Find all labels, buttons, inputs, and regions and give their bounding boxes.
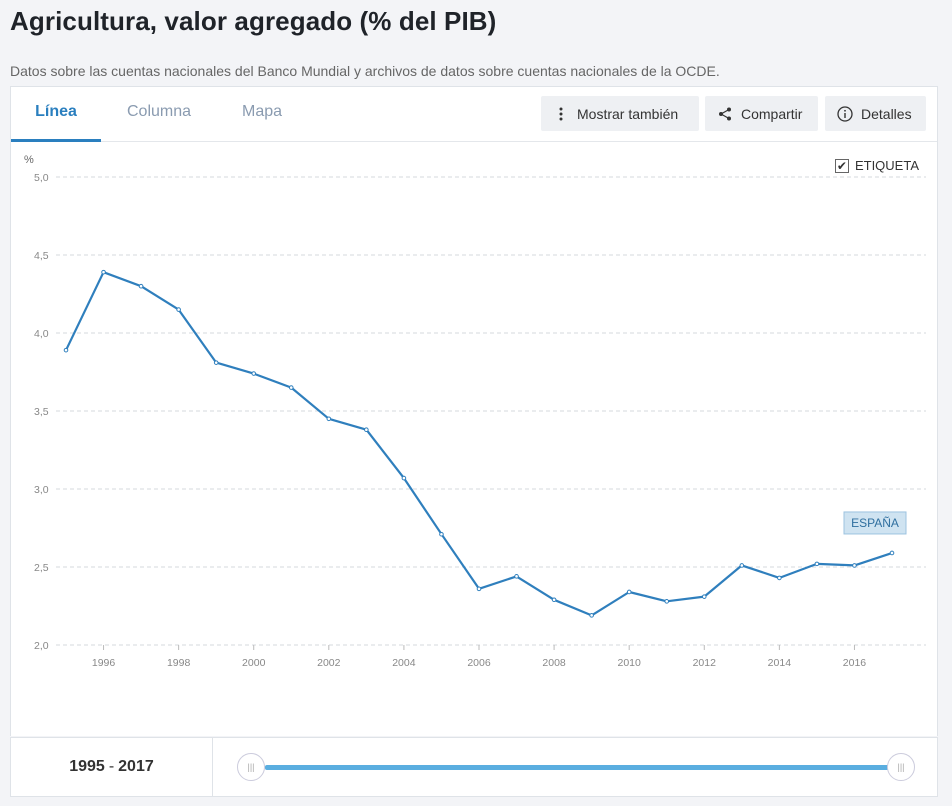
chart-card: Línea Columna Mapa Mostrar también Compa… bbox=[10, 86, 938, 736]
data-point bbox=[814, 561, 820, 567]
data-point bbox=[364, 427, 369, 433]
data-point bbox=[664, 599, 670, 604]
data-point bbox=[777, 575, 782, 581]
range-start-handle[interactable]: ||| bbox=[237, 753, 265, 781]
y-tick-label: 5,0 bbox=[34, 172, 49, 184]
x-tick-label: 1998 bbox=[167, 657, 191, 669]
y-tick-label: 4,0 bbox=[34, 328, 49, 340]
y-axis-unit-label: % bbox=[24, 154, 34, 166]
range-end: 2017 bbox=[118, 758, 154, 775]
data-point bbox=[176, 307, 181, 312]
vertical-dots-icon bbox=[553, 106, 569, 122]
data-point bbox=[701, 594, 707, 599]
line-chart: % 2,0 2,5 3,0 3,5 4,0 4,5 5,0 1996 1998 2000 2002 20… bbox=[24, 154, 926, 669]
x-tick-label: 2000 bbox=[242, 657, 266, 669]
range-start: 1995 bbox=[69, 758, 105, 775]
tab-map[interactable]: Mapa bbox=[241, 103, 283, 120]
range-separator: - bbox=[108, 758, 115, 775]
y-tick-label: 3,0 bbox=[34, 484, 49, 496]
x-tick-label: 2008 bbox=[542, 657, 566, 669]
series-line bbox=[65, 271, 893, 617]
label-toggle[interactable]: ✔ ETIQUETA bbox=[834, 158, 919, 173]
y-tick-label: 2,0 bbox=[34, 640, 49, 652]
data-point bbox=[739, 563, 745, 568]
data-point bbox=[889, 550, 895, 556]
range-footer: 1995-2017 ||| ||| bbox=[10, 737, 938, 797]
x-tick-label: 2016 bbox=[843, 657, 867, 669]
tab-line[interactable]: Línea bbox=[11, 87, 101, 142]
data-point bbox=[589, 613, 594, 618]
data-point bbox=[476, 586, 482, 592]
data-point bbox=[213, 360, 219, 365]
data-point bbox=[326, 416, 332, 422]
share-button[interactable]: Compartir bbox=[705, 96, 818, 131]
x-tick-label: 2002 bbox=[317, 657, 341, 669]
data-point bbox=[514, 574, 519, 579]
x-tick-label: 1996 bbox=[92, 657, 116, 669]
x-tick-label: 2010 bbox=[618, 657, 642, 669]
x-tick-label: 2006 bbox=[467, 657, 491, 669]
year-range-slider-track[interactable] bbox=[265, 765, 905, 770]
chart-area: ✔ ETIQUETA % 2,0 2,5 3,0 3,5 4,0 4,5 5,0 1996 199… bbox=[11, 143, 937, 737]
x-tick-label: 2014 bbox=[768, 657, 792, 669]
share-icon bbox=[717, 106, 733, 122]
data-point bbox=[101, 269, 106, 275]
show-also-label: Mostrar también bbox=[577, 105, 679, 122]
data-point bbox=[439, 531, 444, 537]
x-tick-label: 2004 bbox=[392, 657, 416, 669]
year-range-label: 1995-2017 bbox=[11, 738, 213, 796]
page-subtitle: Datos sobre las cuentas nacionales del B… bbox=[10, 63, 720, 79]
data-point bbox=[551, 597, 557, 603]
y-tick-label: 2,5 bbox=[34, 562, 49, 574]
data-point bbox=[63, 347, 69, 353]
series-end-label: ESPAÑA bbox=[851, 516, 899, 530]
series-end-label-box bbox=[843, 511, 907, 535]
checkbox-checked-icon[interactable]: ✔ bbox=[834, 158, 849, 173]
info-icon bbox=[837, 105, 853, 122]
data-point bbox=[852, 563, 857, 568]
details-button[interactable]: Detalles bbox=[825, 96, 926, 131]
page-title: Agricultura, valor agregado (% del PIB) bbox=[10, 6, 497, 36]
x-tick-label: 2012 bbox=[693, 657, 717, 669]
data-point bbox=[288, 385, 294, 390]
share-label: Compartir bbox=[741, 105, 803, 122]
data-point bbox=[251, 371, 257, 376]
y-tick-label: 3,5 bbox=[34, 406, 49, 418]
show-also-button[interactable]: Mostrar también bbox=[541, 96, 699, 131]
y-tick-label: 4,5 bbox=[34, 250, 49, 262]
data-point bbox=[138, 283, 144, 289]
data-point bbox=[401, 475, 407, 481]
chart-type-tabs: Línea Columna Mapa Mostrar también Compa… bbox=[11, 87, 937, 142]
details-label: Detalles bbox=[861, 105, 912, 122]
tab-column[interactable]: Columna bbox=[126, 103, 192, 120]
range-end-handle[interactable]: ||| bbox=[887, 753, 915, 781]
label-toggle-text: ETIQUETA bbox=[854, 158, 919, 173]
data-point bbox=[626, 589, 632, 595]
